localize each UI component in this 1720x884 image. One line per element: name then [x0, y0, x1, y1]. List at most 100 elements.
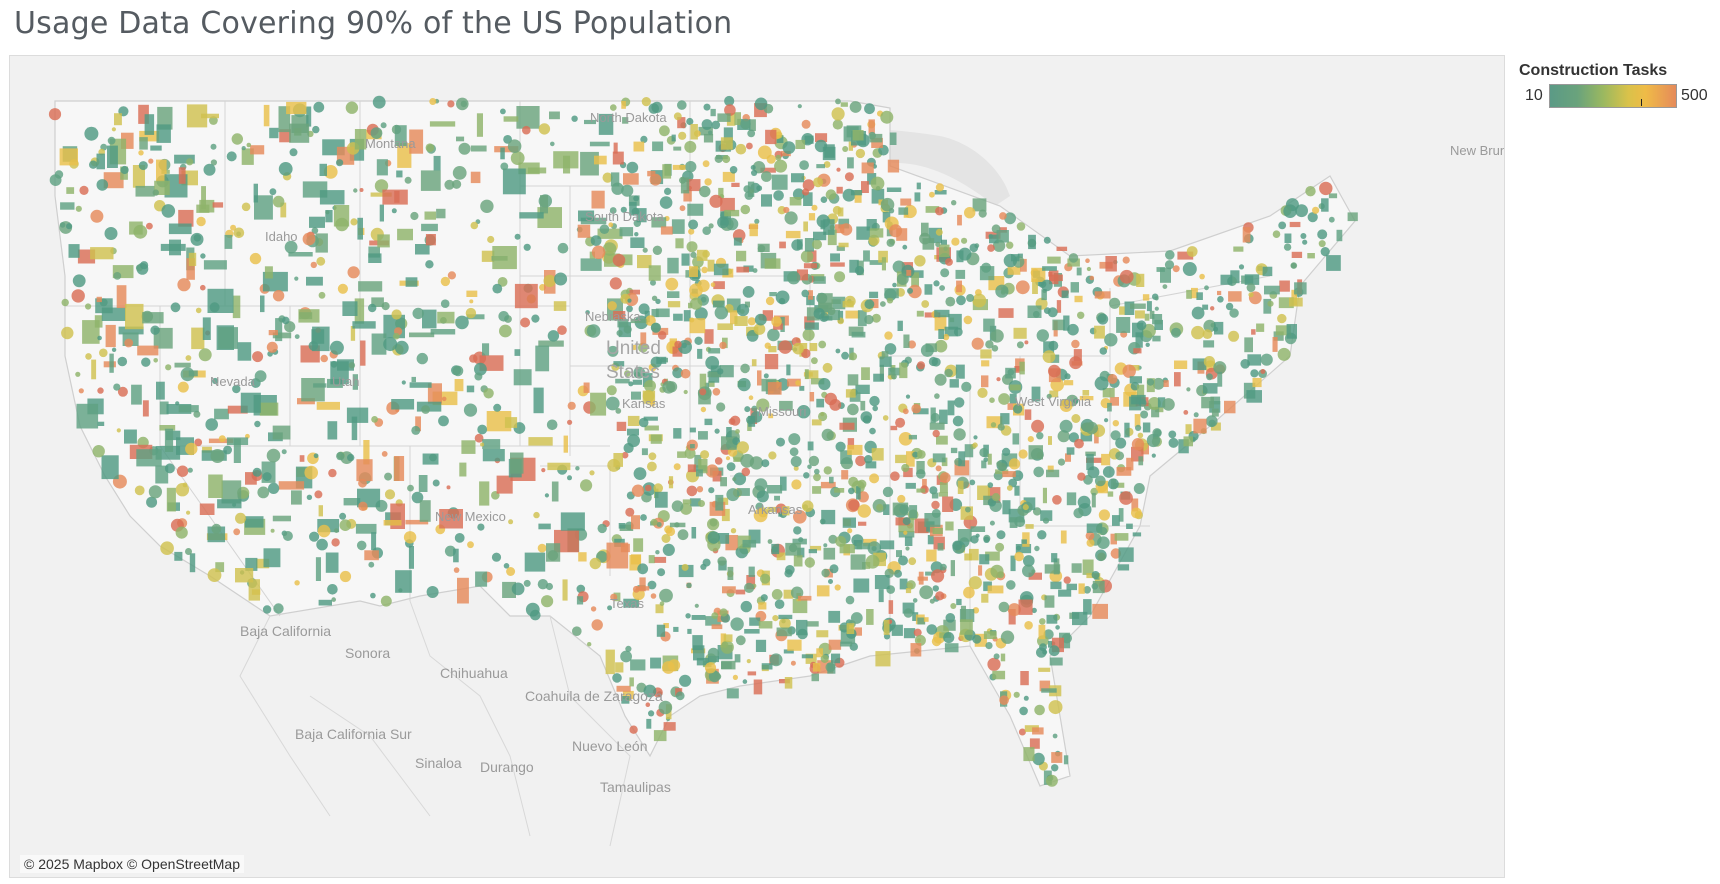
coverage-area[interactable] — [782, 506, 790, 516]
coverage-area[interactable] — [726, 462, 736, 471]
coverage-area[interactable] — [259, 402, 279, 416]
coverage-area[interactable] — [768, 413, 774, 419]
coverage-area[interactable] — [1134, 414, 1141, 427]
coverage-area[interactable] — [507, 139, 522, 153]
coverage-area[interactable] — [492, 246, 517, 270]
coverage-area[interactable] — [707, 647, 720, 660]
coverage-area[interactable] — [203, 260, 227, 270]
coverage-area[interactable] — [862, 415, 872, 424]
coverage-area[interactable] — [938, 329, 945, 339]
coverage-area[interactable] — [640, 135, 648, 143]
coverage-area[interactable] — [972, 634, 982, 644]
coverage-area[interactable] — [1110, 430, 1121, 441]
coverage-area[interactable] — [1046, 469, 1060, 478]
coverage-area[interactable] — [898, 207, 909, 215]
coverage-area[interactable] — [350, 326, 356, 341]
coverage-area[interactable] — [808, 213, 816, 221]
coverage-area[interactable] — [707, 531, 720, 544]
coverage-area[interactable] — [803, 221, 808, 232]
coverage-area[interactable] — [502, 168, 526, 195]
coverage-area[interactable] — [546, 543, 561, 562]
coverage-area[interactable] — [1042, 517, 1050, 524]
coverage-area[interactable] — [708, 487, 715, 494]
coverage-area[interactable] — [235, 568, 254, 583]
coverage-area[interactable] — [845, 389, 856, 398]
coverage-area[interactable] — [882, 415, 889, 421]
coverage-area[interactable] — [1099, 347, 1108, 355]
coverage-area[interactable] — [714, 428, 720, 434]
coverage-area[interactable] — [685, 161, 697, 173]
coverage-area[interactable] — [983, 631, 997, 639]
coverage-area[interactable] — [979, 447, 989, 458]
coverage-area[interactable] — [232, 384, 241, 394]
coverage-area[interactable] — [849, 259, 859, 273]
coverage-area[interactable] — [630, 237, 645, 248]
coverage-area[interactable] — [1016, 341, 1024, 349]
coverage-area[interactable] — [503, 116, 519, 122]
coverage-area[interactable] — [1014, 485, 1020, 496]
coverage-area[interactable] — [812, 239, 822, 250]
coverage-area[interactable] — [1131, 394, 1146, 405]
coverage-area[interactable] — [316, 401, 340, 410]
coverage-area[interactable] — [333, 205, 350, 227]
coverage-area[interactable] — [709, 194, 723, 208]
coverage-area[interactable] — [942, 496, 954, 513]
coverage-area[interactable] — [575, 466, 580, 471]
coverage-area[interactable] — [656, 356, 667, 364]
coverage-area[interactable] — [675, 238, 684, 249]
coverage-area[interactable] — [54, 170, 64, 179]
coverage-area[interactable] — [155, 446, 181, 460]
coverage-area[interactable] — [903, 212, 909, 218]
coverage-area[interactable] — [212, 377, 219, 385]
coverage-area[interactable] — [599, 224, 610, 234]
coverage-area[interactable] — [200, 284, 206, 291]
coverage-area[interactable] — [647, 461, 657, 472]
coverage-area[interactable] — [1142, 422, 1151, 433]
coverage-area[interactable] — [647, 170, 656, 177]
coverage-area[interactable] — [1110, 548, 1122, 559]
coverage-area[interactable] — [857, 504, 871, 518]
coverage-area[interactable] — [730, 528, 737, 534]
coverage-area[interactable] — [716, 402, 726, 412]
coverage-area[interactable] — [352, 374, 358, 390]
coverage-area[interactable] — [853, 578, 870, 593]
coverage-area[interactable] — [1307, 253, 1315, 259]
coverage-area[interactable] — [1191, 287, 1198, 299]
coverage-area[interactable] — [933, 280, 940, 287]
coverage-area[interactable] — [425, 143, 435, 152]
coverage-area[interactable] — [320, 354, 329, 363]
coverage-area[interactable] — [1136, 320, 1147, 331]
coverage-area[interactable] — [844, 295, 856, 307]
coverage-area[interactable] — [131, 384, 142, 405]
coverage-area[interactable] — [791, 479, 802, 490]
coverage-area[interactable] — [790, 660, 796, 666]
coverage-area[interactable] — [594, 155, 607, 165]
coverage-area[interactable] — [1000, 653, 1006, 662]
coverage-area[interactable] — [626, 161, 639, 174]
coverage-area[interactable] — [869, 395, 880, 407]
coverage-area[interactable] — [1024, 725, 1039, 732]
coverage-area[interactable] — [821, 509, 836, 525]
coverage-area[interactable] — [1283, 243, 1292, 251]
coverage-area[interactable] — [742, 286, 755, 298]
coverage-area[interactable] — [1094, 475, 1106, 487]
coverage-area[interactable] — [383, 337, 398, 352]
coverage-area[interactable] — [453, 567, 460, 573]
coverage-area[interactable] — [235, 512, 246, 524]
coverage-area[interactable] — [998, 308, 1014, 318]
coverage-area[interactable] — [700, 450, 710, 460]
coverage-area[interactable] — [1019, 706, 1028, 716]
coverage-area[interactable] — [159, 401, 169, 415]
coverage-area[interactable] — [1204, 285, 1209, 291]
coverage-area[interactable] — [774, 495, 780, 501]
coverage-area[interactable] — [663, 722, 676, 731]
coverage-area[interactable] — [1027, 305, 1042, 319]
coverage-area[interactable] — [1070, 282, 1079, 293]
coverage-area[interactable] — [281, 316, 290, 325]
coverage-area[interactable] — [1097, 536, 1110, 549]
coverage-area[interactable] — [279, 129, 291, 143]
coverage-area[interactable] — [921, 222, 929, 237]
coverage-area[interactable] — [370, 127, 383, 139]
coverage-area[interactable] — [1193, 418, 1207, 434]
coverage-area[interactable] — [835, 348, 841, 354]
